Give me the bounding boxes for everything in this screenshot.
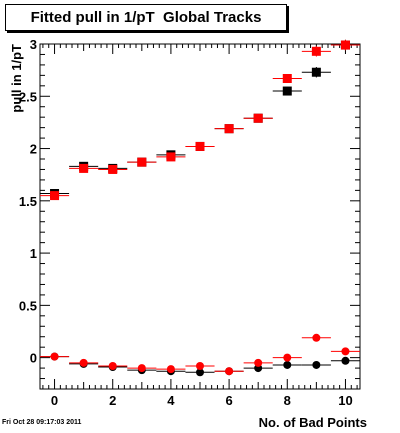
data-point	[312, 360, 321, 369]
data-point	[312, 333, 321, 342]
data-point	[311, 67, 321, 77]
data-point	[341, 347, 350, 356]
y-tick-label: 1	[30, 246, 37, 261]
data-point	[108, 362, 117, 370]
data-point	[166, 152, 176, 162]
plot-frame	[39, 43, 361, 390]
series-3	[40, 333, 360, 376]
data-point	[282, 86, 292, 96]
x-tick-label: 4	[167, 393, 175, 408]
x-axis-title: No. of Bad Points	[259, 415, 367, 430]
series-1	[40, 39, 360, 201]
data-point	[282, 74, 292, 83]
y-tick-label: 3	[30, 37, 37, 52]
data-point	[196, 368, 204, 377]
data-point	[283, 360, 292, 369]
y-tick-label: 0	[30, 351, 37, 366]
timestamp: Fri Oct 28 09:17:03 2011	[2, 419, 82, 426]
data-marks	[40, 39, 360, 377]
data-point	[196, 362, 204, 370]
data-point	[311, 46, 321, 56]
y-tick-label: 2.5	[19, 89, 37, 104]
data-point	[340, 40, 350, 50]
y-tick-label: 0.5	[19, 298, 37, 313]
data-point	[137, 364, 146, 373]
chart-title-box: Fitted pull in 1/pT Global Tracks	[5, 4, 287, 31]
data-point	[79, 163, 89, 173]
data-point	[224, 124, 234, 134]
data-point	[137, 157, 147, 167]
data-point	[50, 191, 60, 201]
y-tick-label: 1.5	[19, 194, 37, 209]
data-point	[253, 113, 263, 123]
data-point	[195, 141, 205, 151]
y-tick-label: 2	[30, 142, 37, 157]
series-0	[40, 39, 360, 198]
data-point	[225, 367, 234, 376]
x-tick-label: 0	[51, 393, 58, 408]
data-point	[283, 353, 292, 362]
data-point	[79, 358, 88, 367]
data-point	[254, 358, 263, 367]
x-tick-label: 10	[338, 393, 352, 408]
x-tick-label: 6	[225, 393, 232, 408]
data-point	[166, 365, 175, 374]
x-tick-label: 2	[109, 393, 116, 408]
data-point	[108, 164, 118, 174]
chart-title: Fitted pull in 1/pT Global Tracks	[30, 9, 262, 26]
y-axis-title: pull in 1/pT	[9, 44, 24, 113]
data-point	[341, 356, 350, 365]
data-point	[50, 352, 59, 361]
axis-ticks: 0 2 4 6 8 10 0 0.5 1 1.5 2 2.5 3	[19, 37, 360, 408]
x-tick-label: 8	[284, 393, 291, 408]
